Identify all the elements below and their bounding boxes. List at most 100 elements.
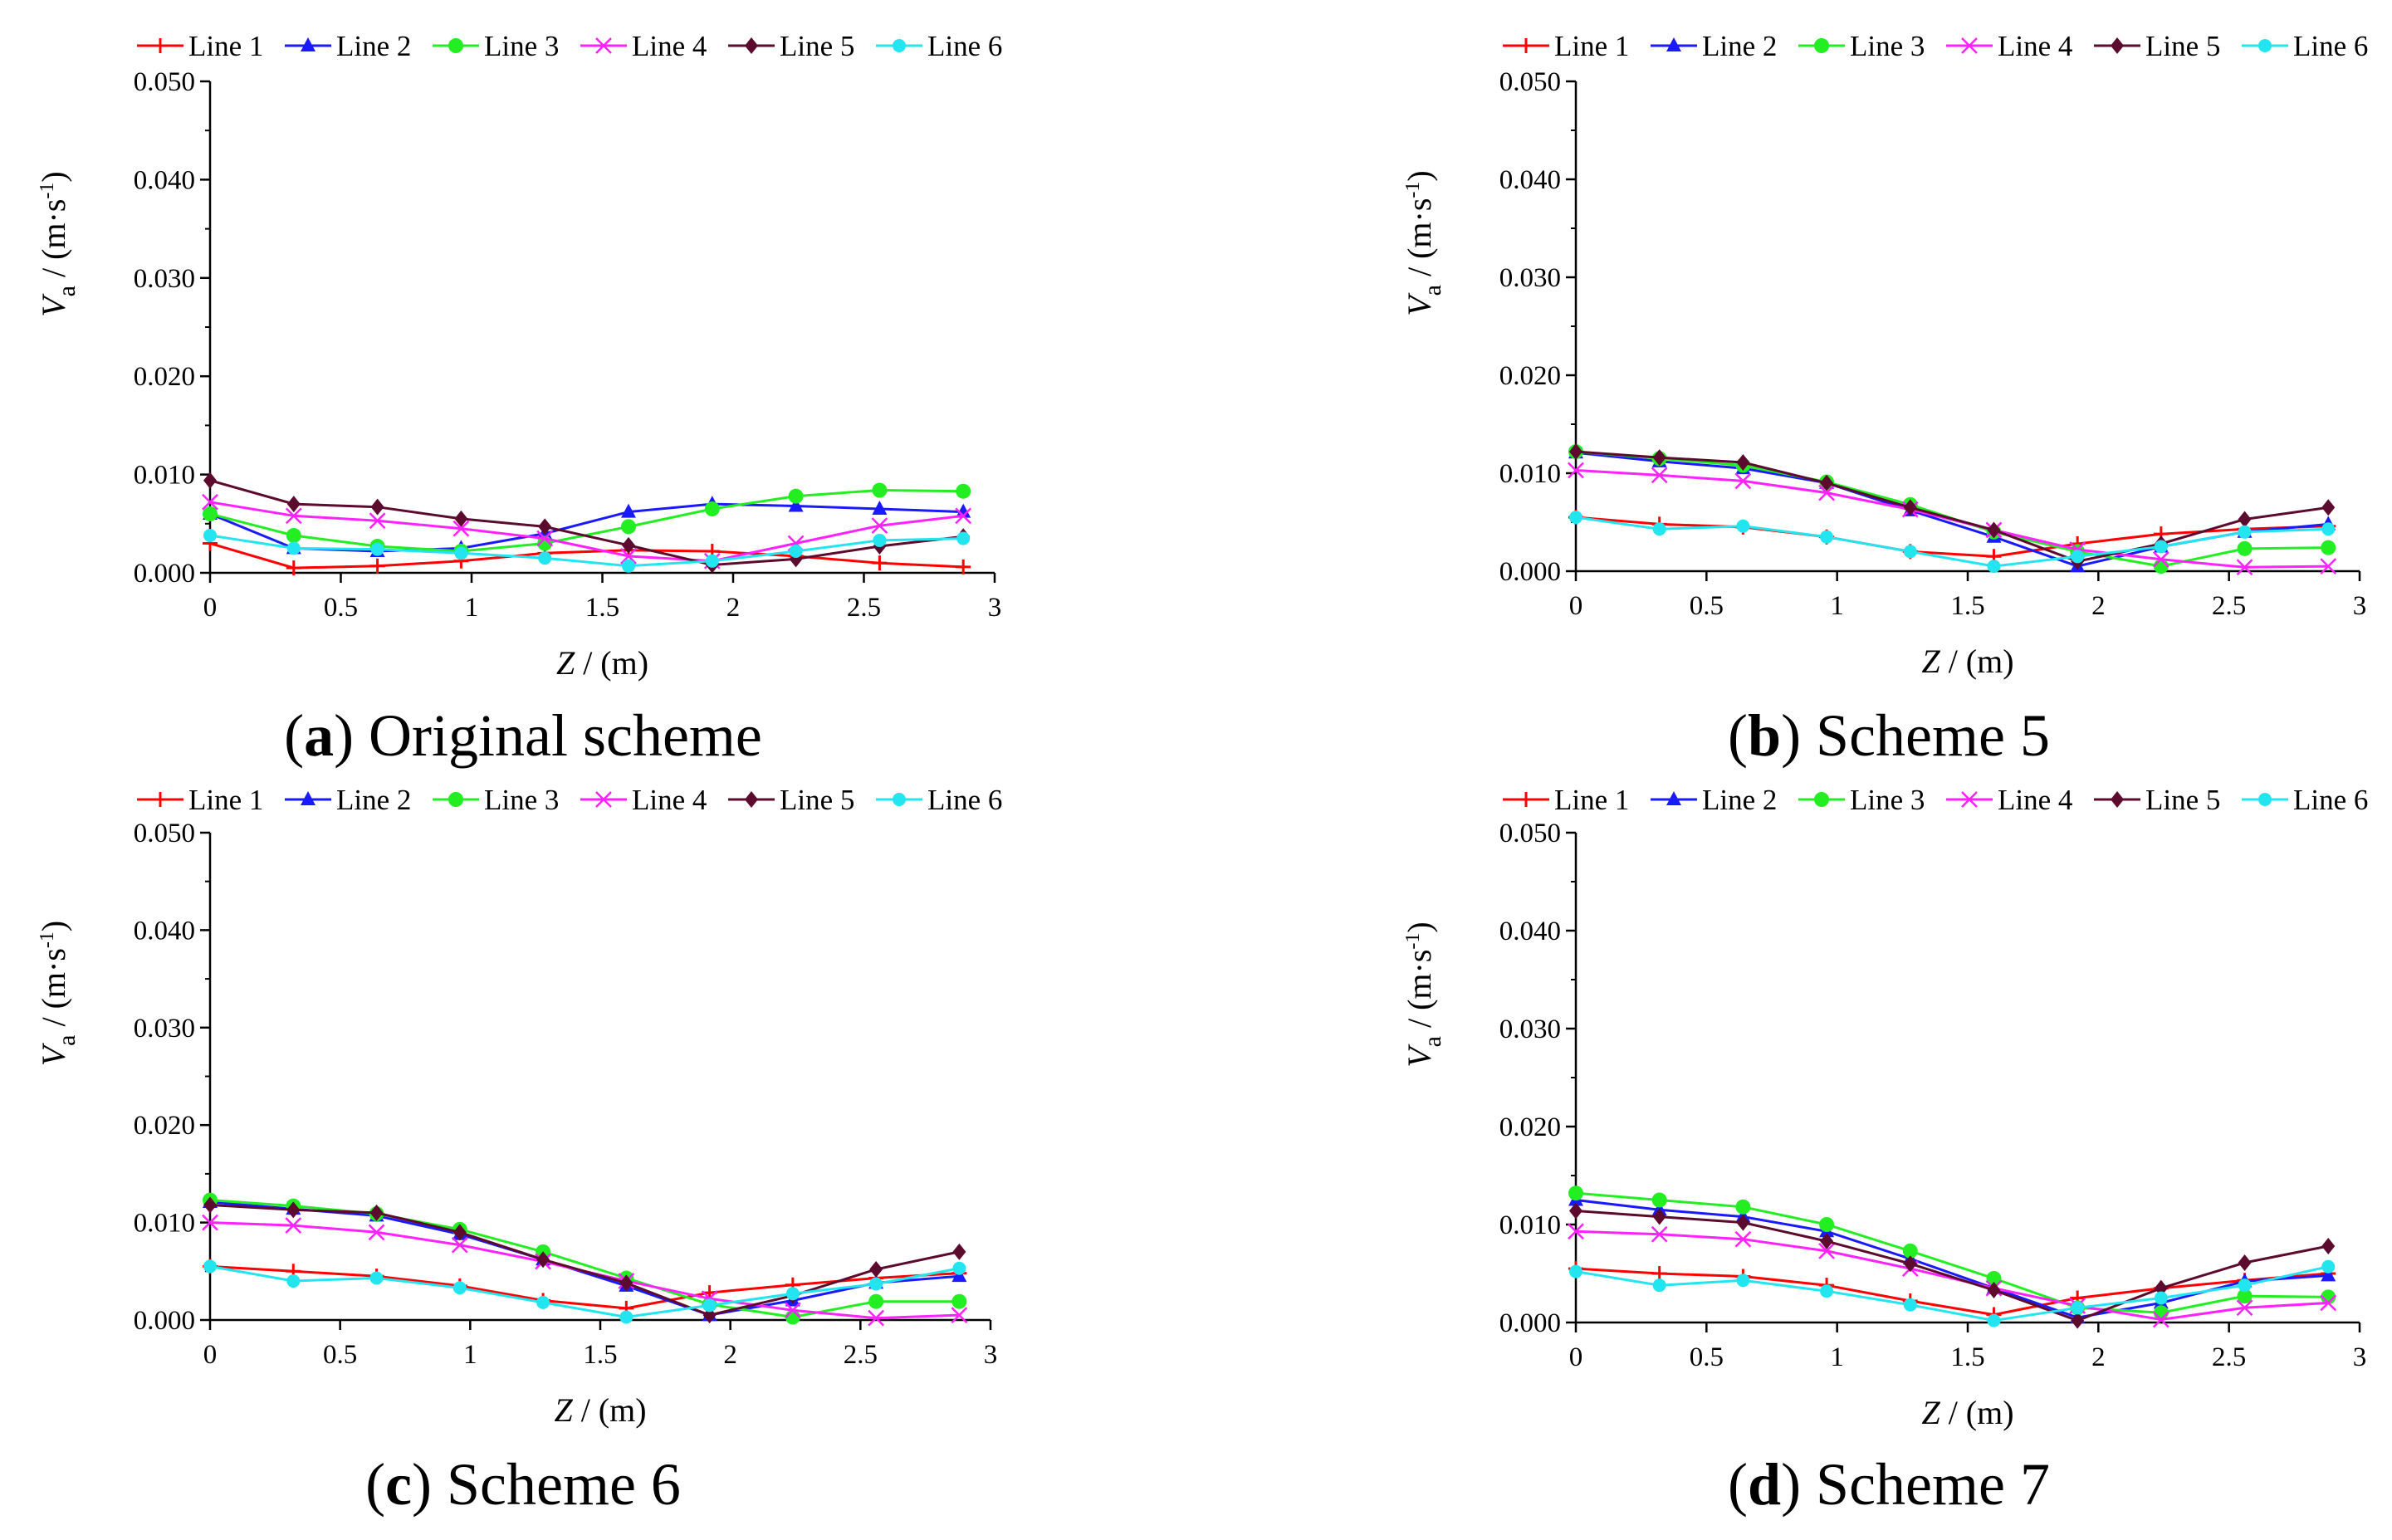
data-point [1987, 521, 2001, 539]
series-line-6 [203, 529, 971, 573]
series-path [1575, 516, 2329, 568]
legend-marker-2 [1666, 791, 1681, 805]
data-point [788, 488, 804, 504]
panel-caption: (a) Original scheme [284, 702, 762, 769]
y-tick-label: 0.030 [134, 1014, 195, 1044]
x-tick-label: 0 [1569, 1342, 1583, 1372]
x-tick-label: 1 [1830, 591, 1844, 621]
series-path [1575, 1210, 2329, 1322]
x-tick-label: 0.5 [323, 1340, 357, 1370]
x-tick-label: 0.5 [324, 593, 358, 623]
data-point [702, 1298, 717, 1313]
legend-label-line-1: Line 1 [188, 784, 263, 816]
data-point [536, 530, 554, 547]
x-tick-label: 3 [984, 1340, 998, 1370]
data-point [2321, 1259, 2336, 1274]
caption-text: ) Scheme 7 [1781, 1451, 2050, 1518]
x-tick-label: 1.5 [1950, 1342, 1984, 1372]
legend-marker-1 [1519, 38, 1534, 53]
x-axis-symbol: Z [1921, 1394, 1940, 1431]
data-point [1651, 1225, 1668, 1243]
y-axis-symbol: V [1401, 292, 1438, 316]
data-point [956, 559, 971, 574]
data-point [536, 1295, 550, 1309]
legend-marker-6 [2258, 793, 2272, 806]
data-point [454, 510, 468, 527]
data-point [1819, 1217, 1835, 1232]
x-tick-label: 2 [726, 593, 741, 623]
data-point [2154, 540, 2168, 554]
data-point [1987, 1282, 2001, 1299]
data-point [956, 503, 971, 518]
legend-marker-2 [301, 37, 316, 51]
chart-panel-b: 0.000 0.010 0.020 0.030 0.040 0.050 0 0.5 1 1.5 2 2… [1401, 30, 2368, 769]
data-point [1736, 1214, 1750, 1231]
y-axis-unit-exponent: -1 [37, 183, 58, 199]
data-point [369, 512, 386, 530]
data-point [369, 558, 385, 574]
data-point [951, 1293, 967, 1309]
data-point [620, 547, 637, 565]
data-point [2238, 525, 2252, 539]
data-point [1736, 519, 1750, 533]
series-path [1575, 450, 2329, 563]
data-point [2320, 558, 2337, 574]
x-tick-label: 1.5 [585, 593, 619, 623]
legend-marker-2 [1666, 37, 1681, 51]
data-point [286, 1274, 301, 1288]
x-tick-label: 1.5 [583, 1340, 617, 1370]
legend-label-line-3: Line 3 [484, 30, 559, 62]
x-axis-label: Z / (m) [1921, 1394, 2013, 1431]
data-point [873, 533, 887, 547]
x-tick-label: 0 [203, 1340, 218, 1370]
y-tick-label: 0.010 [1499, 459, 1561, 489]
data-point [2321, 522, 2336, 536]
data-point [2236, 1299, 2253, 1317]
data-point [952, 1261, 966, 1275]
data-point [1734, 1230, 1752, 1248]
y-tick-label: 0.030 [1499, 263, 1561, 293]
data-point [452, 1281, 467, 1295]
data-point [1652, 1208, 1666, 1225]
data-point [704, 501, 720, 517]
series-path [209, 1199, 960, 1319]
data-point [1652, 522, 1666, 536]
x-tick-label: 1 [465, 593, 479, 623]
data-point [1903, 545, 1917, 559]
y-tick-label: 0.040 [134, 916, 195, 946]
legend-marker-3 [1814, 792, 1829, 807]
y-axis-label: Va / (m·s-1) [1401, 170, 1446, 316]
legend-label-line-6: Line 6 [2293, 784, 2368, 816]
data-point [452, 1224, 467, 1241]
data-point [1569, 1264, 1582, 1278]
data-point [1818, 1242, 1835, 1259]
caption-letter: a [304, 702, 334, 769]
x-tick-label: 2 [2091, 1342, 2106, 1372]
legend: Line 1 Line 2 Line 3 Line 4 Line 5 Line 6 [137, 30, 1002, 62]
data-point [2071, 550, 2085, 564]
legend-label-line-5: Line 5 [2145, 30, 2220, 62]
data-point [2321, 499, 2336, 516]
data-point [1736, 1274, 1750, 1288]
data-point [868, 1293, 884, 1309]
legend-marker-3 [448, 38, 463, 53]
legend-label-line-2: Line 2 [1702, 30, 1777, 62]
series-line-4 [202, 493, 972, 570]
y-tick-label: 0.010 [134, 1209, 195, 1239]
y-axis-subscript: a [53, 286, 81, 296]
x-axis-unit: / (m) [573, 1391, 647, 1429]
legend-label-line-4: Line 4 [1998, 784, 2072, 816]
series-path [209, 542, 964, 570]
legend-marker-4 [1961, 37, 1978, 54]
legend-label-line-1: Line 1 [1554, 784, 1629, 816]
y-tick-label: 0.040 [1499, 165, 1561, 195]
caption-paren: ( [1728, 1451, 1748, 1518]
x-axis-symbol: Z [554, 1391, 573, 1429]
x-tick-label: 2.5 [2212, 591, 2246, 621]
data-point [1820, 1284, 1834, 1298]
data-point [621, 503, 636, 518]
x-tick-label: 0 [1569, 591, 1583, 621]
data-point [2071, 1312, 2085, 1329]
legend: Line 1 Line 2 Line 3 Line 4 Line 5 Line 6 [137, 784, 1002, 816]
